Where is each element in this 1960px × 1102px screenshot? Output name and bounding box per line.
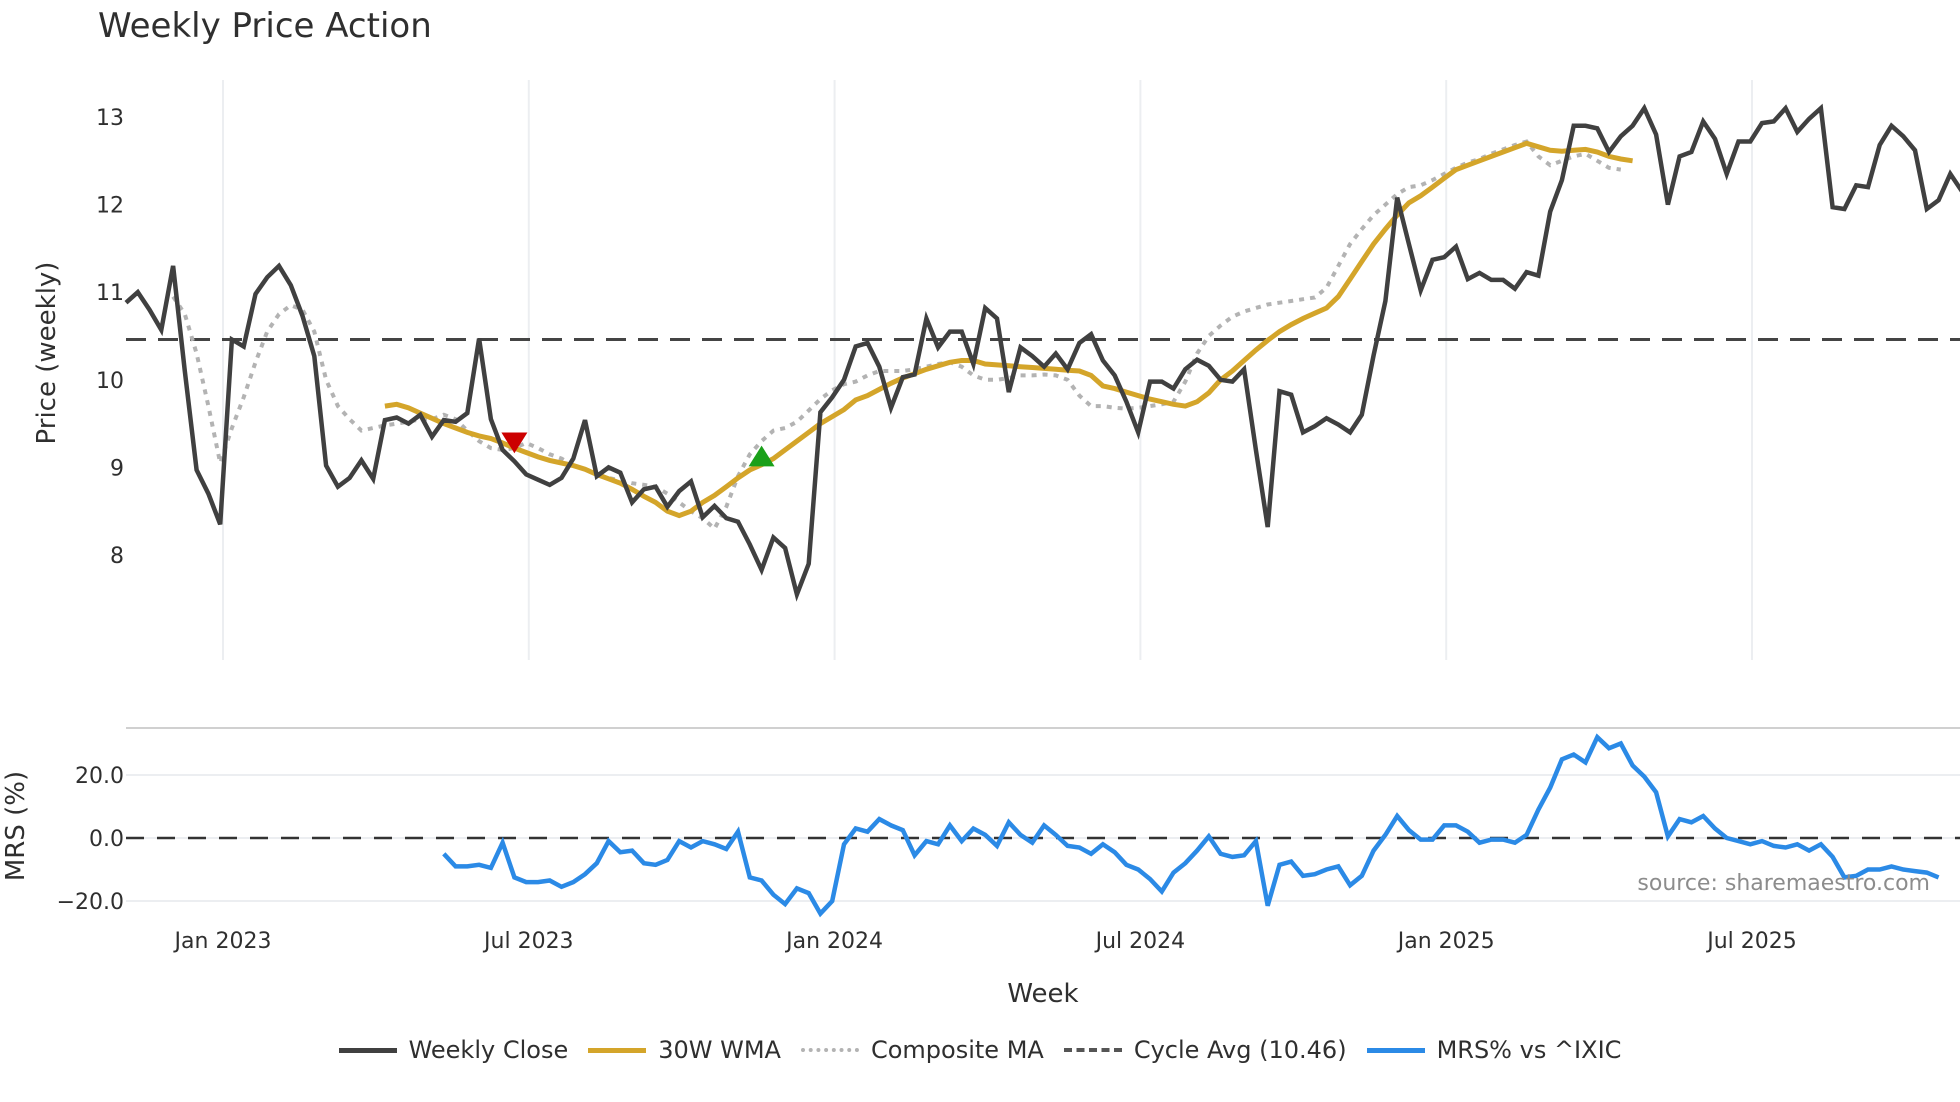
y-tick-label: 9 bbox=[110, 456, 124, 481]
y-tick-label: 13 bbox=[96, 106, 124, 131]
weekly-close-line bbox=[124, 103, 1960, 602]
y-tick-label: 10 bbox=[96, 369, 124, 394]
x-tick-label: Jul 2023 bbox=[482, 929, 574, 954]
y-tick-label: −20.0 bbox=[57, 890, 124, 915]
composite-ma-line bbox=[171, 139, 1622, 532]
sell-signal-marker-icon bbox=[501, 432, 528, 454]
x-tick-label: Jan 2024 bbox=[784, 929, 883, 954]
x-tick-label: Jul 2024 bbox=[1094, 929, 1186, 954]
mrs-y-ticks: 20.0 0.0 −20.0 bbox=[57, 764, 124, 915]
price-y-axis-label: Price (weekly) bbox=[32, 262, 62, 445]
y-tick-label: 20.0 bbox=[75, 764, 124, 789]
legend-label: MRS% vs ^IXIC bbox=[1436, 1036, 1622, 1064]
y-tick-label: 12 bbox=[96, 194, 124, 219]
mrs-swatch-icon bbox=[1366, 1047, 1425, 1053]
legend-label: Cycle Avg (10.46) bbox=[1133, 1036, 1347, 1064]
x-tick-label: Jan 2025 bbox=[1396, 929, 1495, 954]
signal-markers bbox=[501, 432, 775, 467]
mrs-line bbox=[442, 733, 1940, 918]
y-tick-label: 8 bbox=[110, 544, 124, 569]
price-y-ticks: 13 12 11 10 9 8 bbox=[96, 106, 124, 569]
price-gridlines bbox=[222, 80, 1753, 660]
legend-item-mrs[interactable]: MRS% vs ^IXIC bbox=[1366, 1036, 1622, 1064]
weekly-close-swatch-icon bbox=[338, 1047, 397, 1053]
buy-signal-marker-icon bbox=[748, 445, 775, 467]
legend-item-weekly-close[interactable]: Weekly Close bbox=[338, 1036, 569, 1064]
x-tick-label: Jan 2023 bbox=[173, 929, 272, 954]
cycle-avg-swatch-icon bbox=[1063, 1048, 1122, 1052]
legend-label: Composite MA bbox=[870, 1036, 1044, 1064]
wma-30w-line bbox=[384, 140, 1633, 519]
legend-item-cycle-avg[interactable]: Cycle Avg (10.46) bbox=[1063, 1036, 1347, 1064]
x-axis-label: Week bbox=[1007, 979, 1078, 1009]
source-note: source: sharemaestro.com bbox=[1637, 871, 1930, 896]
mrs-y-axis-label: MRS (%) bbox=[1, 771, 31, 881]
legend-label: Weekly Close bbox=[408, 1036, 569, 1064]
x-tick-label: Jul 2025 bbox=[1705, 929, 1797, 954]
x-axis-ticks: Jan 2023 Jul 2023 Jan 2024 Jul 2024 Jan 2025… bbox=[173, 929, 1797, 954]
y-tick-label: 11 bbox=[96, 281, 124, 306]
legend-item-wma[interactable]: 30W WMA bbox=[588, 1036, 781, 1064]
chart-title: Weekly Price Action bbox=[98, 6, 432, 46]
legend-item-composite-ma[interactable]: Composite MA bbox=[800, 1036, 1044, 1064]
legend: Weekly Close 30W WMA Composite MA Cycle … bbox=[0, 1036, 1960, 1064]
y-tick-label: 0.0 bbox=[89, 827, 124, 852]
wma-swatch-icon bbox=[588, 1047, 647, 1053]
legend-label: 30W WMA bbox=[658, 1036, 781, 1064]
composite-ma-swatch-icon bbox=[800, 1048, 859, 1052]
